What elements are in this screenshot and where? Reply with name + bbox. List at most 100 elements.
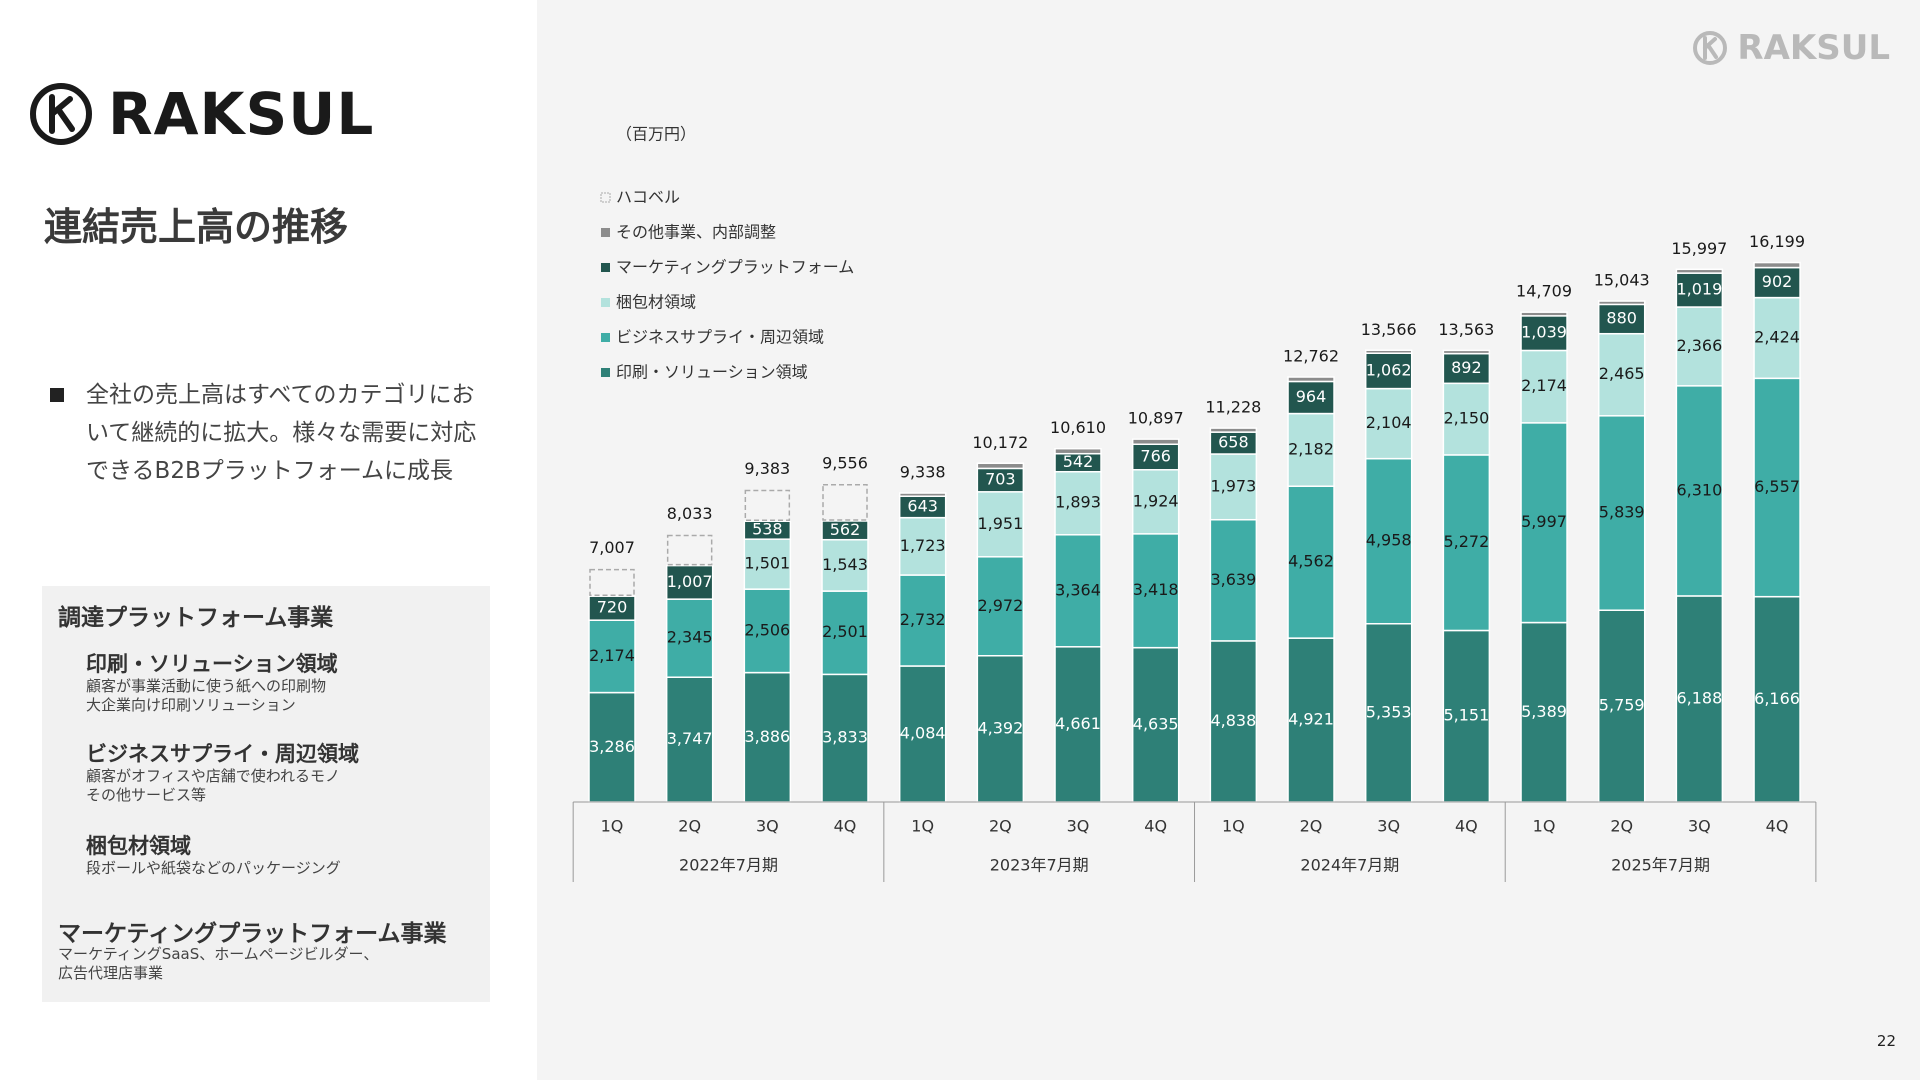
desc-line: 段ボールや紙袋などのパッケージング — [86, 859, 341, 877]
x-tick-label: 4Q — [1455, 817, 1478, 836]
data-label: 2,972 — [977, 596, 1023, 615]
data-label: 3,886 — [744, 727, 790, 746]
x-tick-label: 3Q — [1688, 817, 1711, 836]
data-label: 2,366 — [1676, 336, 1722, 355]
bar-segment — [1520, 422, 1568, 624]
x-tick-label: 3Q — [1067, 817, 1090, 836]
data-label: 1,924 — [1133, 491, 1179, 510]
data-label: 2,424 — [1754, 327, 1800, 346]
data-label: 703 — [985, 470, 1016, 489]
x-tick-label: 2Q — [1610, 817, 1633, 836]
total-label: 10,610 — [1050, 418, 1106, 437]
data-label: 964 — [1296, 387, 1327, 406]
data-label: 2,174 — [589, 646, 635, 665]
segment-print-desc: 顧客が事業活動に使う紙への印刷物 大企業向け印刷ソリューション — [86, 677, 326, 715]
bar-segment — [1364, 457, 1413, 625]
data-label: 1,973 — [1210, 476, 1256, 495]
x-tick-label: 3Q — [756, 817, 779, 836]
bar-segment-hacobell — [589, 568, 635, 596]
bar-segment — [1131, 438, 1180, 446]
x-tick-label: 4Q — [1766, 817, 1789, 836]
bar-segment — [665, 676, 714, 803]
data-label: 892 — [1451, 358, 1482, 377]
data-label: 3,364 — [1055, 580, 1101, 599]
legend-swatch — [601, 263, 610, 272]
legend-swatch — [601, 333, 610, 342]
data-label: 4,921 — [1288, 710, 1334, 729]
total-label: 7,007 — [589, 538, 635, 557]
data-label: 4,661 — [1055, 714, 1101, 733]
total-label: 10,897 — [1128, 409, 1184, 428]
data-label: 1,501 — [744, 554, 790, 573]
bar-segment — [898, 516, 947, 576]
bar-segment — [1131, 469, 1180, 535]
unit-label: （百万円） — [616, 125, 696, 144]
group-label: 2023年7月期 — [990, 856, 1089, 875]
bar-segment — [665, 598, 714, 678]
bar-segment-hacobell — [744, 489, 791, 521]
bar-segment-hacobell — [822, 484, 868, 521]
data-label: 643 — [907, 496, 938, 515]
bar-segment — [1442, 352, 1491, 385]
data-label: 2,104 — [1366, 413, 1412, 432]
data-label: 4,958 — [1366, 531, 1412, 550]
data-label: 5,839 — [1599, 503, 1645, 522]
group-label: 2022年7月期 — [679, 856, 778, 875]
desc-line: 大企業向け印刷ソリューション — [86, 696, 296, 714]
data-label: 2,150 — [1443, 409, 1489, 428]
data-label: 3,747 — [667, 729, 713, 748]
segment-business-title: ビジネスサプライ・周辺領域 — [86, 742, 359, 766]
data-label: 6,188 — [1676, 688, 1722, 707]
data-label: 2,501 — [822, 622, 868, 641]
data-label: 3,639 — [1210, 570, 1256, 589]
bar-segment — [1597, 303, 1646, 335]
total-label: 14,709 — [1516, 282, 1572, 301]
data-label: 4,562 — [1288, 552, 1334, 571]
data-label: 562 — [830, 520, 861, 539]
data-label: 5,997 — [1521, 512, 1567, 531]
bar-segment — [1287, 412, 1335, 487]
bar-segment — [1364, 349, 1413, 354]
bar-segment — [898, 574, 947, 667]
left-panel: RAKSUL 連結売上高の推移 全社の売上高はすべてのカテゴリにお いて継続的に… — [0, 0, 537, 1080]
desc-line: その他サービス等 — [86, 786, 207, 804]
data-label: 5,353 — [1366, 702, 1412, 721]
total-label: 13,563 — [1438, 320, 1494, 339]
data-label: 1,951 — [977, 514, 1023, 533]
bullet-text: 全社の売上高はすべてのカテゴリにお いて継続的に拡大。様々な需要に対応 できるB… — [86, 376, 476, 490]
bar-segment — [1597, 415, 1646, 611]
data-label: 1,007 — [667, 572, 713, 591]
total-label: 15,043 — [1594, 271, 1650, 290]
total-label: 11,228 — [1205, 398, 1261, 417]
legend-label: マーケティングプラットフォーム — [616, 258, 854, 277]
data-label: 2,465 — [1599, 364, 1645, 383]
bar-segment — [588, 619, 636, 694]
bar-segment — [1442, 349, 1491, 355]
data-label: 6,557 — [1754, 477, 1800, 496]
bar-segment — [1209, 518, 1258, 642]
bar-segment — [1675, 595, 1724, 803]
legend-swatch — [601, 298, 610, 307]
bar-segment — [1753, 595, 1801, 803]
logo-wordmark: RAKSUL — [108, 80, 375, 148]
bar-segment — [898, 492, 947, 497]
bullet-line: いて継続的に拡大。様々な需要に対応 — [86, 420, 477, 446]
bar-segment — [821, 538, 869, 592]
legend-label: その他事業、内部調整 — [616, 223, 776, 242]
total-label: 12,762 — [1283, 347, 1339, 366]
bar-segment — [821, 520, 869, 541]
bar-segment — [1675, 306, 1724, 387]
total-label: 9,556 — [822, 453, 868, 472]
segment-packaging-desc: 段ボールや紙袋などのパッケージング — [86, 859, 341, 878]
x-tick-label: 1Q — [1222, 817, 1245, 836]
data-label: 2,506 — [744, 620, 790, 639]
data-label: 538 — [752, 520, 783, 539]
bar-segment — [1131, 533, 1180, 649]
bar-segment — [1287, 380, 1335, 415]
bar-segment — [976, 556, 1025, 657]
x-tick-label: 2Q — [1300, 817, 1323, 836]
desc-line: 広告代理店事業 — [58, 964, 164, 982]
data-label: 880 — [1606, 309, 1637, 328]
desc-line: 顧客が事業活動に使う紙への印刷物 — [86, 677, 327, 695]
bar-segment — [1287, 376, 1335, 383]
